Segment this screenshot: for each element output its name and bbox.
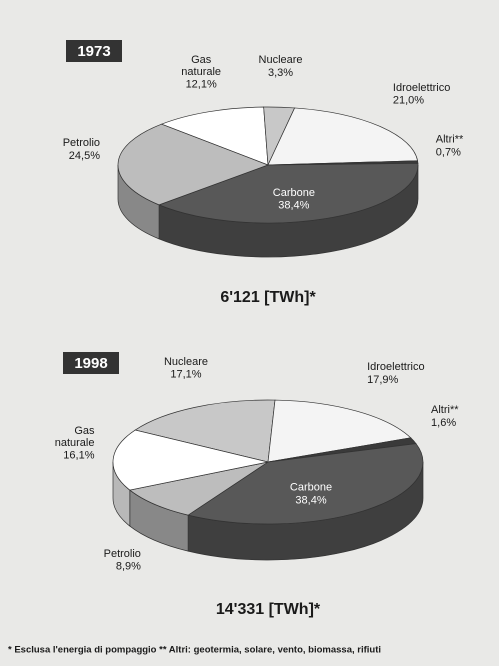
slice-value-label: 3,3% (268, 67, 293, 79)
slice-value-label: 24,5% (69, 150, 100, 162)
chart-subtitle: 14'331 [TWh]* (216, 601, 321, 618)
slice-label: Petrolio (104, 548, 141, 560)
slice-label: Nucleare (164, 356, 208, 368)
slice-value-label: 38,4% (295, 494, 326, 506)
slice-label: Gas naturale (55, 425, 95, 449)
pie-slice (267, 107, 419, 166)
slice-value-label: 38,4% (278, 200, 309, 212)
pie-slice (267, 399, 412, 463)
slice-value-label: 17,1% (170, 369, 201, 381)
slice-value-label: 17,9% (367, 374, 398, 386)
title-box (63, 352, 119, 374)
slice-label: Altri** (436, 134, 464, 146)
pie-slice (134, 399, 276, 463)
slice-label: Petrolio (63, 137, 100, 149)
slice-value-label: 16,1% (63, 450, 94, 462)
slice-label: Gas naturale (181, 54, 221, 78)
chart-title: 1973 (77, 43, 110, 60)
pie-slice (112, 429, 269, 491)
pie-slice (128, 461, 269, 516)
slice-value-label: 1,6% (431, 417, 456, 429)
pie-slice (158, 162, 419, 224)
slice-label: Carbone (273, 187, 315, 199)
chart-title: 1998 (74, 355, 107, 372)
pie-slice (117, 123, 269, 206)
pie-slice (160, 106, 269, 166)
slice-label: Carbone (290, 481, 332, 493)
slice-label: Idroelettrico (367, 361, 424, 373)
chart-subtitle: 6'121 [TWh]* (220, 289, 316, 306)
slice-value-label: 12,1% (186, 79, 217, 91)
slice-label: Altri** (431, 404, 459, 416)
footnote: * Esclusa l'energia di pompaggio ** Altr… (8, 645, 381, 656)
pie-slice (187, 443, 424, 525)
slice-label: Nucleare (259, 54, 303, 66)
slice-value-label: 21,0% (393, 95, 424, 107)
title-box (66, 40, 122, 62)
pie-sides (112, 461, 424, 561)
slice-value-label: 0,7% (436, 147, 461, 159)
slice-label: Idroelettrico (393, 82, 450, 94)
slice-value-label: 8,9% (116, 561, 141, 573)
